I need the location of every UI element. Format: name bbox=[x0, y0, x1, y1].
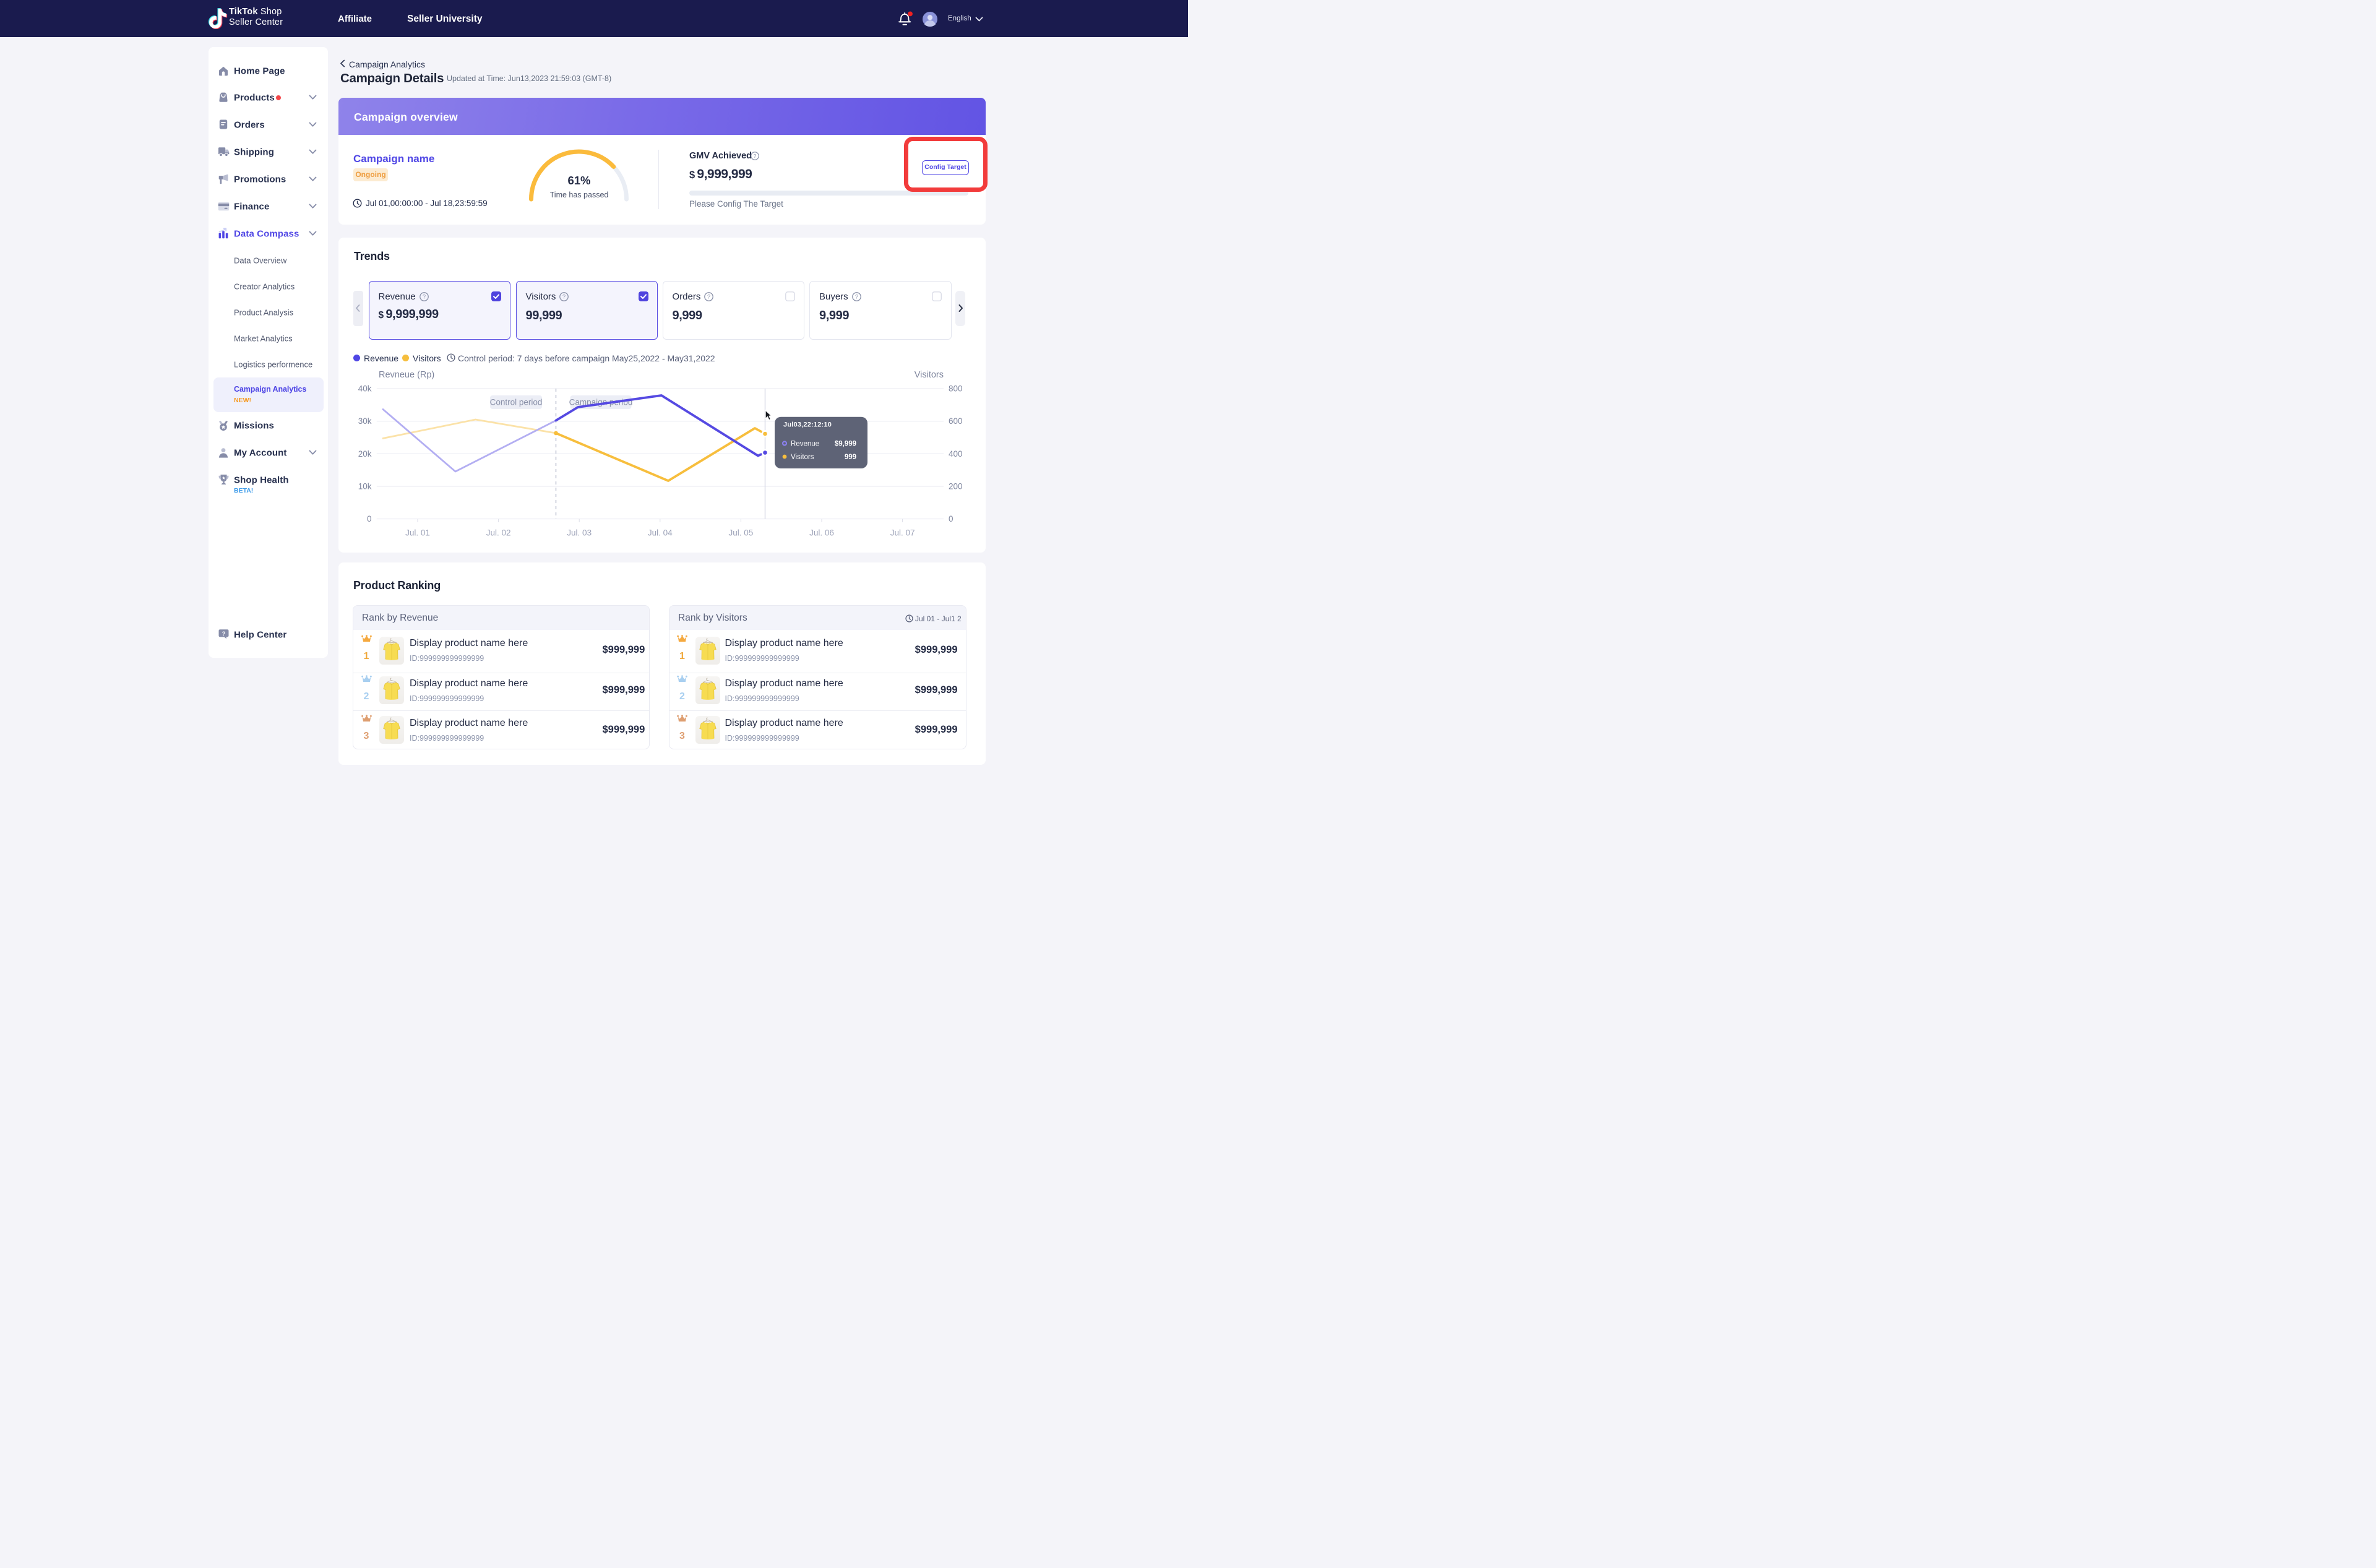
svg-text:600: 600 bbox=[949, 416, 963, 426]
svg-text:?: ? bbox=[423, 293, 426, 299]
svg-text:Campaign period: Campaign period bbox=[569, 398, 633, 407]
svg-text:?: ? bbox=[562, 293, 566, 299]
svg-text:Control period: Control period bbox=[490, 398, 543, 407]
svg-text:Visitors: Visitors bbox=[791, 454, 814, 461]
svg-text:Jul. 05: Jul. 05 bbox=[729, 528, 754, 538]
svg-text:40k: 40k bbox=[358, 384, 372, 394]
svg-text:?: ? bbox=[222, 631, 226, 637]
svg-text:0: 0 bbox=[949, 514, 953, 523]
svg-text:200: 200 bbox=[949, 482, 963, 491]
svg-text:0: 0 bbox=[367, 514, 372, 523]
svg-text:20k: 20k bbox=[358, 449, 372, 459]
svg-text:?: ? bbox=[754, 153, 757, 159]
svg-text:Jul. 01: Jul. 01 bbox=[405, 528, 430, 538]
svg-text:Jul. 03: Jul. 03 bbox=[567, 528, 592, 538]
svg-text:$9,999: $9,999 bbox=[835, 441, 856, 448]
svg-text:Jul. 02: Jul. 02 bbox=[486, 528, 511, 538]
svg-text:?: ? bbox=[707, 293, 710, 299]
svg-text:400: 400 bbox=[949, 449, 963, 459]
svg-text:Visitors: Visitors bbox=[915, 370, 944, 380]
svg-text:Jul03,22:12:10: Jul03,22:12:10 bbox=[783, 421, 832, 429]
svg-text:30k: 30k bbox=[358, 416, 372, 426]
svg-text:Jul. 04: Jul. 04 bbox=[648, 528, 673, 538]
svg-text:Revneue (Rp): Revneue (Rp) bbox=[379, 370, 434, 380]
svg-text:?: ? bbox=[855, 293, 858, 299]
svg-text:Revenue: Revenue bbox=[791, 441, 819, 448]
svg-text:Jul. 06: Jul. 06 bbox=[809, 528, 834, 538]
svg-text:999: 999 bbox=[845, 454, 856, 461]
svg-text:Jul. 07: Jul. 07 bbox=[890, 528, 915, 538]
svg-text:10k: 10k bbox=[358, 482, 372, 491]
svg-text:800: 800 bbox=[949, 384, 963, 394]
